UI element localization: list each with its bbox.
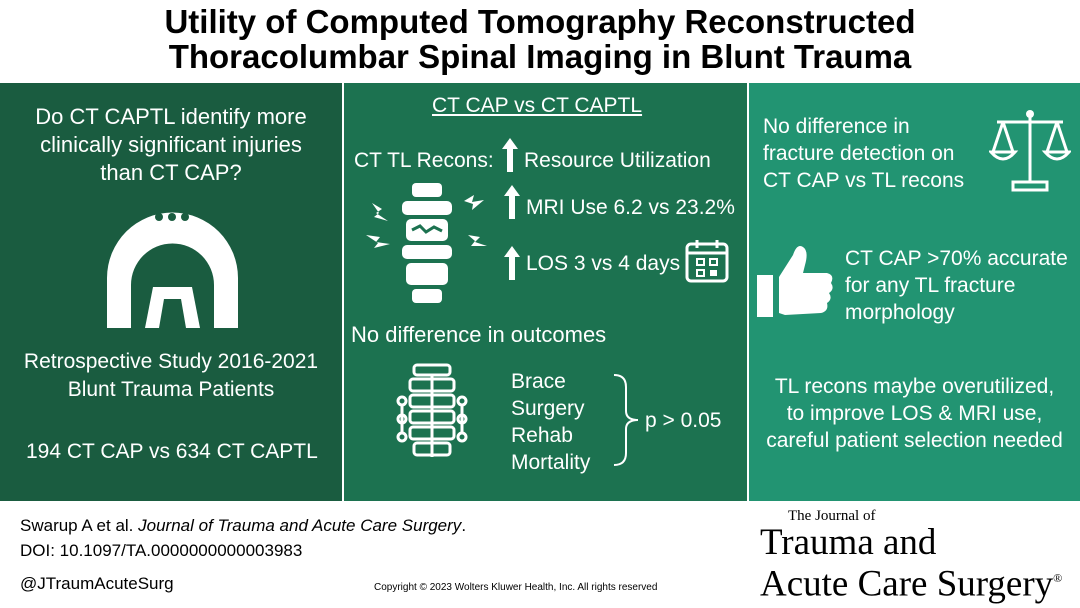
length-of-stay: LOS 3 vs 4 days	[526, 252, 681, 275]
fracture-line-2: fracture detection on	[763, 142, 955, 165]
logo-line-1: Trauma and	[760, 522, 937, 563]
outcome-rehab: Rehab	[511, 424, 573, 447]
copyright: Copyright © 2023 Wolters Kluwer Health, …	[374, 582, 658, 593]
ct-scanner-icon	[107, 212, 238, 328]
research-question: Do CT CAPTL identify more clinically sig…	[0, 103, 342, 187]
conclusion: TL recons maybe overutilized, to improve…	[749, 373, 1080, 454]
logo-small-text: The Journal of	[788, 508, 876, 524]
fracture-detection: No difference in fracture detection on C…	[763, 113, 964, 194]
citation: Swarup A et al. Journal of Trauma and Ac…	[20, 516, 466, 536]
left-panel: Do CT CAPTL identify more clinically sig…	[0, 83, 342, 501]
page-title: Utility of Computed Tomography Reconstru…	[0, 4, 1080, 74]
up-arrow-icon	[504, 185, 520, 219]
thumbs-up-icon	[757, 246, 833, 317]
up-arrow-icon	[504, 246, 520, 280]
doi: DOI: 10.1097/TA.0000000000003983	[20, 541, 303, 560]
conclusion-line-2: to improve LOS & MRI use,	[786, 402, 1043, 425]
accuracy-line-3: morphology	[845, 301, 955, 324]
question-line-2: clinically significant injuries	[40, 132, 302, 157]
resource-utilization: Resource Utilization	[524, 149, 711, 172]
study-line-2: Blunt Trauma Patients	[67, 378, 275, 401]
recons-label: CT TL Recons:	[354, 149, 494, 172]
logo-line-2: Acute Care Surgery®	[760, 558, 1062, 604]
accuracy-line-2: for any TL fracture	[845, 274, 1016, 297]
journal-logo: The Journal of Trauma and Acute Care Sur…	[758, 505, 1078, 605]
fractured-spine-icon	[366, 183, 487, 303]
mri-use: MRI Use 6.2 vs 23.2%	[526, 196, 735, 219]
registered-mark: ®	[1053, 571, 1063, 585]
right-panel: No difference in fracture detection on C…	[749, 83, 1080, 501]
middle-panel: CT CAP vs CT CAPTL CT TL Recons: Resourc…	[344, 83, 747, 501]
question-line-3: than CT CAP?	[100, 160, 242, 185]
up-arrow-icon	[502, 138, 518, 172]
study-design: Retrospective Study 2016-2021 Blunt Trau…	[0, 348, 342, 404]
outcome-list: Brace Surgery Rehab Mortality	[511, 368, 590, 476]
patient-counts: 194 CT CAP vs 634 CT CAPTL	[26, 440, 318, 463]
comparison-heading: CT CAP vs CT CAPTL	[432, 94, 643, 117]
logo-line-2-text: Acute Care Surgery	[760, 563, 1054, 605]
citation-end: .	[461, 516, 467, 535]
citation-authors: Swarup A et al.	[20, 516, 139, 535]
bracket-icon	[613, 374, 639, 466]
question-line-1: Do CT CAPTL identify more	[35, 104, 307, 129]
title-line-2: Thoracolumbar Spinal Imaging in Blunt Tr…	[168, 38, 912, 75]
outcome-mortality: Mortality	[511, 451, 591, 474]
conclusion-line-1: TL recons maybe overutilized,	[774, 375, 1055, 398]
p-value: p > 0.05	[645, 409, 722, 432]
outcome-surgery: Surgery	[511, 397, 585, 420]
fracture-line-3: CT CAP vs TL recons	[763, 169, 965, 192]
citation-journal: Journal of Trauma and Acute Care Surgery	[138, 516, 462, 535]
scale-icon	[989, 110, 1071, 192]
fracture-line-1: No difference in	[763, 115, 910, 138]
no-difference-outcomes: No difference in outcomes	[351, 322, 607, 347]
conclusion-line-3: careful patient selection needed	[766, 429, 1063, 452]
braced-spine-icon	[396, 363, 468, 457]
study-line-1: Retrospective Study 2016-2021	[23, 350, 319, 373]
accuracy-statement: CT CAP >70% accurate for any TL fracture…	[845, 245, 1068, 326]
title-line-1: Utility of Computed Tomography Reconstru…	[164, 3, 916, 40]
twitter-handle[interactable]: @JTraumAcuteSurg	[20, 574, 174, 593]
accuracy-line-1: CT CAP >70% accurate	[845, 247, 1068, 270]
calendar-icon	[685, 240, 729, 283]
outcome-brace: Brace	[511, 370, 566, 393]
